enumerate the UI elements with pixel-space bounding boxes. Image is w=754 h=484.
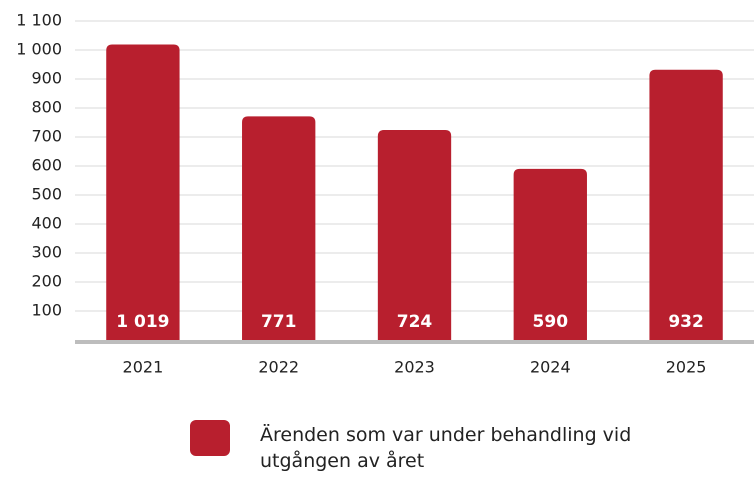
value-label: 771 [261, 312, 297, 332]
y-tick-label: 500 [31, 185, 62, 204]
legend: Ärenden som var under behandling vid utg… [190, 420, 660, 474]
y-tick-label: 600 [31, 156, 62, 175]
legend-label: Ärenden som var under behandling vid utg… [260, 424, 632, 472]
y-tick-label: 700 [31, 127, 62, 146]
y-tick-label: 1 000 [16, 40, 62, 59]
bar [377, 130, 452, 340]
x-tick-label: 2024 [530, 358, 571, 377]
y-tick-label: 800 [31, 98, 62, 117]
y-tick-label: 200 [31, 272, 62, 291]
bar [242, 116, 316, 340]
y-tick-label: 900 [31, 69, 62, 88]
y-tick-label: 400 [31, 214, 62, 233]
bar [106, 44, 180, 341]
value-label: 1 019 [116, 312, 169, 332]
x-tick-label: 2023 [394, 358, 435, 377]
y-tick-label: 300 [31, 243, 62, 262]
chart: 100 200 300 400 500 600 700 800 900 1 000 1 100 1 0… [16, 11, 754, 377]
y-tick-label: 100 [31, 301, 62, 320]
x-tick-label: 2025 [666, 358, 707, 377]
x-tick-label: 2022 [258, 358, 299, 377]
y-tick-label: 1 100 [16, 11, 62, 30]
x-tick-label: 2021 [123, 358, 164, 377]
legend-swatch [190, 420, 230, 456]
value-label: 590 [533, 312, 569, 332]
bar [513, 168, 587, 340]
value-label: 932 [668, 312, 704, 332]
value-label: 724 [397, 312, 433, 332]
bar [649, 69, 723, 340]
